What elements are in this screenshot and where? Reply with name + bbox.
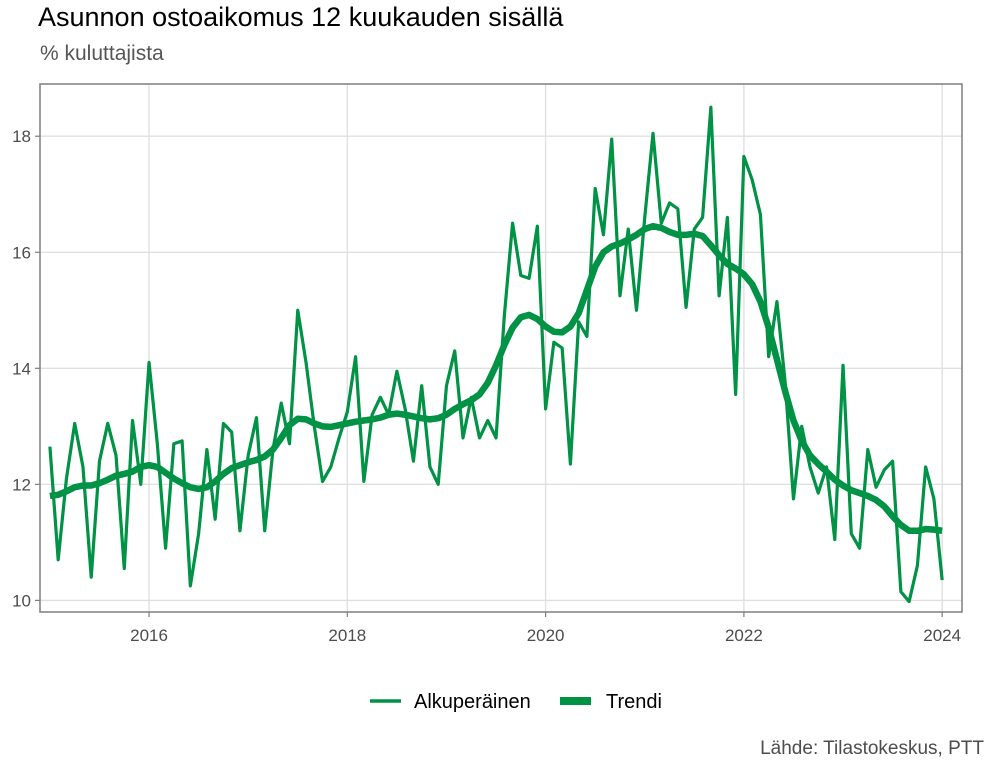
y-tick-label: 16 (12, 243, 31, 262)
legend: Alkuperäinen Trendi (370, 691, 662, 713)
x-axis: 2016 2018 2020 2022 2024 (130, 612, 961, 645)
series-layer (48, 105, 944, 604)
x-tick-label: 2022 (725, 626, 763, 645)
panel-border (39, 83, 963, 613)
source-caption: Lähde: Tilastokeskus, PTT (760, 738, 984, 759)
x-tick-label: 2018 (328, 626, 366, 645)
series-line-trendi (49, 222, 943, 535)
series-line-alkuperainen (48, 105, 944, 604)
chart-subtitle: % kuluttajista (40, 42, 164, 65)
x-tick-label: 2024 (923, 626, 961, 645)
legend-label-alkuperainen: Alkuperäinen (414, 691, 531, 713)
x-tick-label: 2016 (130, 626, 168, 645)
y-tick-label: 10 (12, 591, 31, 610)
y-axis: 10 12 14 16 18 (12, 127, 40, 610)
x-tick-label: 2020 (527, 626, 565, 645)
y-tick-label: 12 (12, 475, 31, 494)
legend-label-trendi: Trendi (606, 691, 662, 713)
y-tick-label: 18 (12, 127, 31, 146)
chart-title: Asunnon ostoaikomus 12 kuukauden sisällä (38, 2, 564, 32)
y-tick-label: 14 (12, 359, 31, 378)
